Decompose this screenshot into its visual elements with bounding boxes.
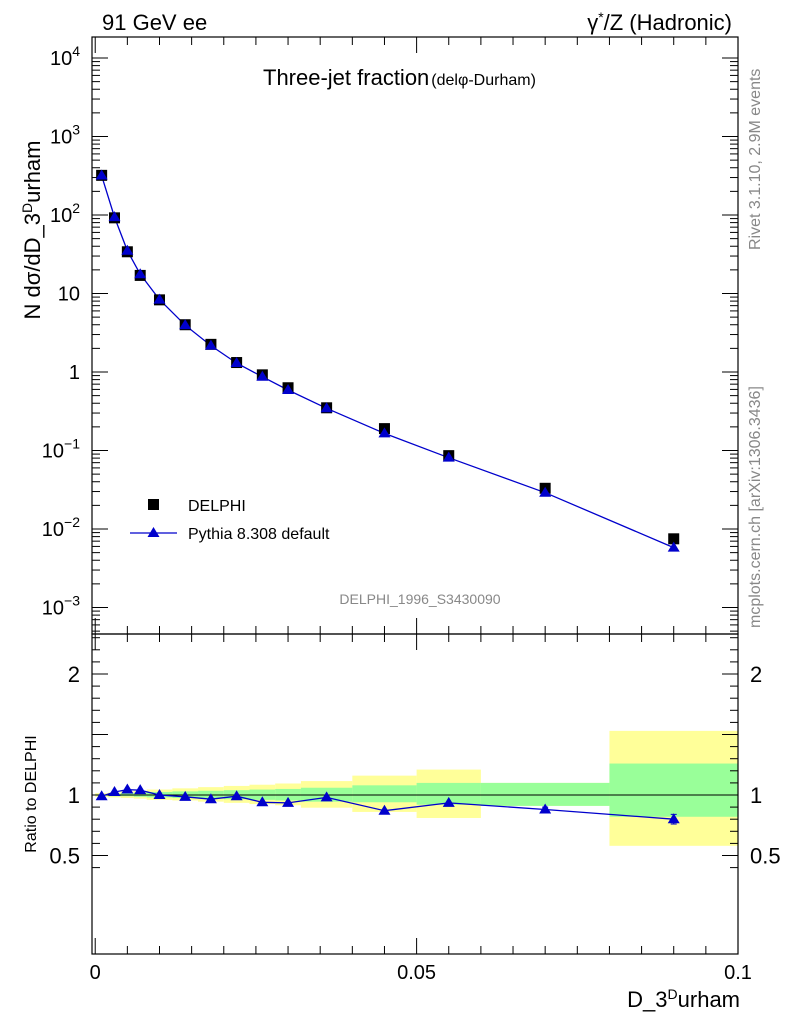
upper-ylabel-end: urham	[20, 140, 45, 202]
tick-exp: −3	[64, 593, 80, 609]
lower-frame	[91, 633, 739, 955]
upper-y-tick-label: 102	[50, 200, 80, 227]
legend-pythia-marker	[147, 527, 160, 537]
green-band	[416, 782, 481, 805]
ratio-point	[282, 796, 295, 807]
upper-y-tick-label: 10	[58, 284, 80, 306]
lower-y-tick-label-right: 0.5	[750, 844, 781, 869]
pythia-point	[121, 244, 134, 255]
lower-y-tick-label-right: 1	[750, 783, 762, 808]
x-tick-label: 0.1	[724, 962, 752, 984]
tick-base: 10	[50, 205, 72, 227]
header-right-star: *	[598, 9, 604, 25]
header-right-gamma: γ	[587, 10, 598, 35]
tick-exp: −2	[64, 514, 80, 530]
x-tick-label: 0	[90, 962, 101, 984]
header-right: γ*/Z (Hadronic)	[587, 9, 732, 35]
legend-pythia-label: Pythia 8.308 default	[188, 526, 330, 543]
watermark: DELPHI_1996_S3430090	[339, 591, 500, 607]
pythia-point	[230, 357, 243, 368]
pythia-point	[153, 293, 166, 304]
pythia-point	[320, 402, 333, 413]
lower-y-tick-label: 0.5	[49, 844, 80, 869]
tick-base: 10	[42, 598, 64, 620]
upper-y-tick-label: 1	[69, 362, 80, 384]
ratio-point	[204, 793, 217, 804]
pythia-point	[108, 211, 121, 222]
ratio-point	[539, 803, 552, 814]
legend: DELPHI Pythia 8.308 default	[130, 498, 330, 543]
ratio-point	[121, 783, 134, 794]
upper-y-tick-label: 10−3	[42, 593, 80, 620]
pythia-point	[179, 319, 192, 330]
tick-exp: −1	[64, 436, 80, 452]
upper-y-tick-label: 10−2	[42, 514, 80, 541]
pythia-point	[442, 451, 455, 462]
lower-y-tick-label: 2	[68, 662, 80, 687]
upper-ylabel: N dσ/dD_3Durham	[19, 140, 45, 319]
ratio-point	[230, 790, 243, 801]
upper-ylabel-main: N dσ/dD_3	[20, 213, 45, 320]
ratio-point	[153, 789, 166, 799]
rivet-label: Rivet 3.1.10, 2.9M events	[747, 69, 764, 250]
tick-base: 10	[42, 519, 64, 541]
tick-exp: 3	[72, 122, 80, 138]
pythia-point	[282, 383, 295, 394]
mcplots-label: mcplots.cern.ch [arXiv:1306.3436]	[747, 386, 764, 628]
lower-xlabel: D_3Durham	[627, 986, 740, 1012]
upper-y-tick-label: 104	[50, 43, 80, 70]
pythia-point	[204, 339, 217, 350]
x-tick-label: 0.05	[397, 962, 436, 984]
green-band	[480, 782, 610, 806]
pythia-point	[667, 541, 680, 552]
lower-xlabel-end: urham	[678, 987, 740, 1012]
ratio-point	[378, 804, 391, 815]
lower-ylabel: Ratio to DELPHI	[23, 735, 40, 852]
upper-y-tick-label: 103	[50, 122, 80, 149]
ratio-point	[108, 785, 121, 796]
ratio-point	[667, 813, 680, 824]
green-band	[352, 785, 417, 803]
tick-base: 10	[50, 127, 72, 149]
pythia-point	[134, 268, 147, 279]
ratio-point	[442, 796, 455, 807]
upper-title-main: Three-jet fraction	[263, 65, 429, 90]
header-right-rest: /Z (Hadronic)	[604, 10, 732, 35]
pythia-point	[256, 370, 269, 381]
green-band	[609, 763, 738, 817]
tick-base: 10	[50, 48, 72, 70]
upper-frame	[91, 36, 739, 635]
lower-xlabel-main: D_3	[627, 987, 667, 1012]
ratio-point	[320, 791, 333, 802]
ratio-point	[179, 790, 192, 801]
ratio-point	[95, 790, 108, 801]
lower-y-tick-label: 1	[68, 783, 80, 808]
upper-ylabel-sup: D	[19, 203, 35, 213]
header-left: 91 GeV ee	[102, 10, 207, 35]
tick-exp: 2	[72, 200, 80, 216]
upper-y-tick-label: 10−1	[42, 436, 80, 463]
lower-panel: 0.5 0.5 1 1 2 2 0 0.05 0.1	[49, 634, 781, 984]
upper-title-sub: (delφ-Durham)	[431, 72, 536, 89]
legend-delphi-label: DELPHI	[188, 498, 246, 515]
lower-y-tick-label-right: 2	[750, 662, 762, 687]
pythia-point	[95, 169, 108, 180]
pythia-line	[100, 175, 674, 549]
tick-base: 10	[42, 441, 64, 463]
tick-exp: 4	[72, 43, 80, 59]
ratio-point	[134, 784, 147, 795]
ratio-point	[256, 796, 269, 807]
delphi-point	[668, 533, 680, 545]
legend-delphi-marker	[148, 499, 159, 510]
upper-title: Three-jet fraction (delφ-Durham)	[263, 65, 536, 90]
pythia-point	[378, 427, 391, 438]
pythia-point	[539, 486, 552, 497]
lower-xlabel-sup: D	[668, 986, 678, 1002]
